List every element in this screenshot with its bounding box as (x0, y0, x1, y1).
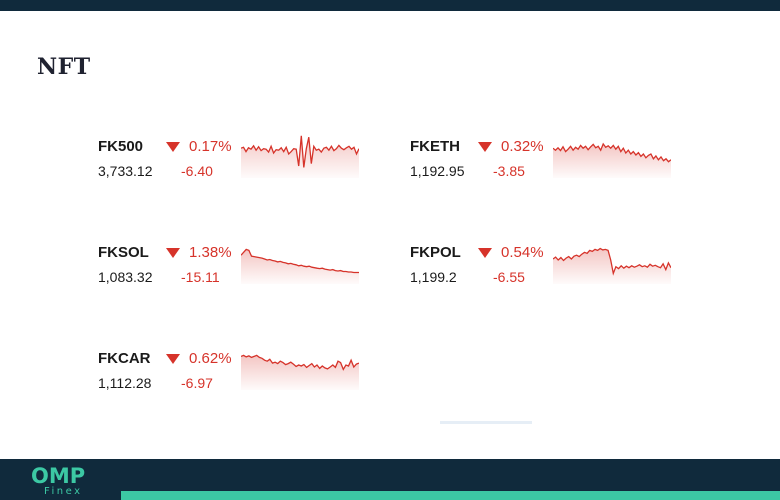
sparkline-line (241, 354, 359, 371)
ticker-price: 3,733.12 (98, 163, 153, 179)
sparkline-area (553, 143, 671, 178)
ticker-change: -6.55 (493, 269, 525, 285)
ticker-price: 1,083.32 (98, 269, 153, 285)
ticker-fksol[interactable]: FKSOL 1.38% 1,083.32 -15.11 (98, 244, 398, 304)
ticker-price: 1,112.28 (98, 375, 152, 391)
sparkline-line (241, 248, 359, 274)
sparkline-area (241, 355, 359, 390)
down-arrow-icon (166, 142, 180, 152)
page-title: NFT (37, 54, 91, 80)
ticker-percent: 0.62% (189, 350, 232, 367)
ticker-change: -6.97 (181, 375, 213, 391)
ticker-symbol: FK500 (98, 138, 144, 155)
ticker-symbol: FKSOL (98, 244, 149, 261)
ticker-price: 1,199.2 (410, 269, 457, 285)
ticker-symbol: FKETH (410, 138, 460, 155)
sparkline-chart (553, 247, 671, 284)
down-arrow-icon (166, 354, 180, 364)
divider (440, 421, 532, 424)
down-arrow-icon (478, 142, 492, 152)
top-bar (0, 0, 780, 11)
brand-logo[interactable]: OMP (31, 464, 86, 488)
ticker-percent: 1.38% (189, 244, 232, 261)
sparkline-chart (241, 248, 359, 284)
ticker-fkpol[interactable]: FKPOL 0.54% 1,199.2 -6.55 (410, 244, 710, 304)
ticker-percent: 0.54% (501, 244, 544, 261)
ticker-price: 1,192.95 (410, 163, 465, 179)
sparkline-line (553, 142, 671, 163)
footer-accent-bar (121, 491, 780, 500)
sparkline-chart (241, 135, 359, 178)
sparkline-chart (553, 142, 671, 178)
ticker-change: -15.11 (181, 269, 220, 285)
ticker-percent: 0.17% (189, 138, 232, 155)
brand-logo-subtitle: Finex (44, 486, 83, 497)
ticker-symbol: FKCAR (98, 350, 151, 367)
sparkline-area (241, 249, 359, 284)
ticker-fk500[interactable]: FK500 0.17% 3,733.12 -6.40 (98, 135, 398, 198)
sparkline-line (241, 135, 359, 168)
sparkline-area (553, 248, 671, 284)
ticker-fketh[interactable]: FKETH 0.32% 1,192.95 -3.85 (410, 138, 710, 198)
sparkline-line (553, 247, 671, 276)
down-arrow-icon (478, 248, 492, 258)
ticker-change: -6.40 (181, 163, 213, 179)
ticker-percent: 0.32% (501, 138, 544, 155)
footer-bar: OMP Finex (0, 459, 780, 500)
ticker-change: -3.85 (493, 163, 525, 179)
ticker-symbol: FKPOL (410, 244, 461, 261)
down-arrow-icon (166, 248, 180, 258)
ticker-fkcar[interactable]: FKCAR 0.62% 1,112.28 -6.97 (98, 350, 398, 410)
sparkline-chart (241, 354, 359, 390)
